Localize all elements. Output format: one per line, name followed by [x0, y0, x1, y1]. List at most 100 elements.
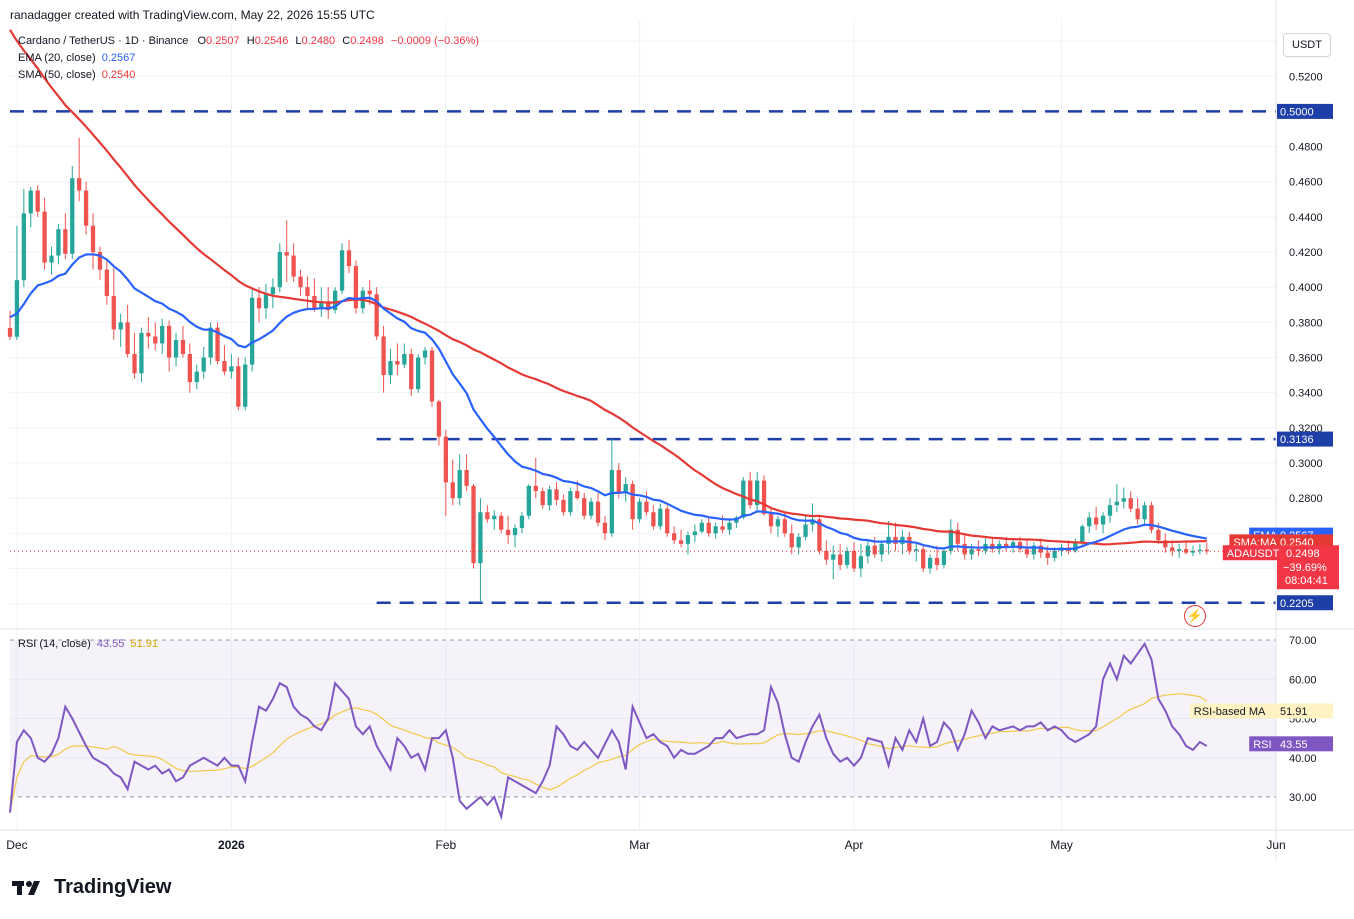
close-value: 0.2498: [350, 35, 384, 47]
candle-body: [1052, 550, 1057, 558]
grid: [10, 20, 1277, 830]
level-value-tag: [1277, 595, 1333, 611]
candle-body: [588, 501, 594, 516]
candle-body: [70, 178, 75, 254]
candle-body: [381, 336, 386, 376]
candle-body: [201, 357, 206, 372]
candle-body: [222, 361, 227, 372]
time-tick-label: Feb: [435, 838, 456, 852]
candle-body: [865, 545, 870, 557]
candle-body: [450, 482, 455, 499]
low-label: L: [295, 35, 302, 47]
rsi-tick-label: 60.00: [1289, 674, 1317, 686]
candle-body: [768, 513, 774, 527]
candle-body: [1100, 515, 1106, 525]
rsi-legend-value: 43.55: [96, 638, 125, 650]
candle-body: [568, 491, 573, 513]
candle-body: [519, 515, 525, 529]
candle-body: [761, 480, 767, 514]
currency-button[interactable]: USDT: [1283, 33, 1331, 57]
sma-legend-value: 0.2540: [101, 69, 136, 81]
tradingview-logo[interactable]: TradingView: [12, 876, 171, 899]
candle-body: [284, 252, 289, 256]
candle-body: [789, 533, 794, 548]
candle-body: [616, 470, 621, 493]
rsi-value-text: 43.55: [1280, 739, 1308, 751]
candle-body: [851, 550, 857, 569]
candle-body: [741, 480, 746, 518]
rsi-legend[interactable]: RSI (14, close) 43.55 51.91: [18, 638, 158, 650]
candle-body: [63, 229, 68, 254]
price-tick-label: 0.4200: [1289, 247, 1323, 259]
candle-body: [243, 364, 248, 407]
candle-body: [35, 190, 40, 212]
sma-legend[interactable]: SMA (50, close) 0.2540: [18, 69, 135, 81]
candle-body: [844, 550, 850, 565]
rsi-ma-legend-value: 51.91: [130, 638, 158, 650]
level-value-tag: [1277, 431, 1333, 447]
candle-body: [464, 470, 469, 486]
candle-body: [104, 269, 109, 296]
rsi-tick-label: 40.00: [1289, 753, 1317, 765]
candle-body: [90, 225, 96, 253]
candle-body: [14, 280, 20, 337]
candle-body: [153, 336, 158, 344]
rsi-ma-label-tag: [1189, 703, 1277, 719]
candle-body: [1004, 543, 1009, 548]
candle-body: [595, 501, 601, 523]
candle-body: [367, 290, 372, 295]
time-axis: Dec 2026 Feb Mar Apr May Jun: [6, 838, 1285, 852]
candle-body: [139, 332, 144, 374]
candle-body: [505, 529, 511, 536]
candle-body: [1128, 498, 1133, 509]
candle-body: [1114, 501, 1120, 506]
rsi-tick-label: 30.00: [1289, 792, 1317, 804]
candle-body: [492, 515, 497, 520]
candle-body: [907, 536, 912, 551]
candle-body: [160, 325, 165, 344]
high-value: 0.2546: [254, 35, 289, 47]
price-tick-label: 0.3400: [1289, 388, 1323, 400]
candle-body: [7, 327, 13, 337]
candle-body: [485, 512, 490, 520]
low-value: 0.2480: [301, 35, 336, 47]
candle-body: [215, 327, 220, 362]
candle-body: [1010, 542, 1016, 548]
lightning-icon[interactable]: ⚡: [1184, 605, 1206, 627]
rsi-ma-label-text: RSI-based MA: [1194, 706, 1266, 718]
candle-body: [236, 366, 241, 407]
candle-body: [803, 524, 808, 537]
candle-body: [575, 491, 580, 499]
price-tick-label: 0.3600: [1289, 353, 1323, 365]
candle-body: [319, 301, 324, 309]
candle-body: [1149, 505, 1154, 530]
candle-body: [436, 401, 442, 437]
time-tick-label: 2026: [218, 838, 245, 852]
symbol-label-text: ADAUSDT: [1227, 548, 1280, 560]
candle-body: [969, 549, 974, 555]
candle-body: [623, 484, 628, 493]
last-price-tag: [1277, 545, 1339, 590]
sma-line: [9, 29, 1207, 546]
candle-body: [720, 526, 725, 530]
candle-body: [291, 255, 296, 277]
candle-body: [83, 190, 89, 226]
time-tick-label: Dec: [6, 838, 27, 852]
candle-body: [42, 211, 47, 263]
candle-body: [180, 339, 186, 355]
high-label: H: [246, 35, 255, 47]
rsi-label-text: RSI: [1253, 739, 1271, 751]
candle-body: [755, 480, 760, 506]
candle-body: [173, 339, 179, 358]
candle-body: [1017, 542, 1023, 550]
candle-body: [118, 322, 123, 330]
candle-body: [630, 484, 635, 520]
candle-body: [1177, 549, 1182, 551]
ema-legend[interactable]: EMA (20, close) 0.2567: [18, 52, 135, 64]
candle-body: [1156, 529, 1161, 541]
candle-body: [305, 287, 310, 296]
candle-body: [1135, 508, 1140, 520]
symbol-name: Cardano / TetherUS · 1D · Binance: [18, 35, 189, 47]
candle-body: [229, 366, 234, 372]
